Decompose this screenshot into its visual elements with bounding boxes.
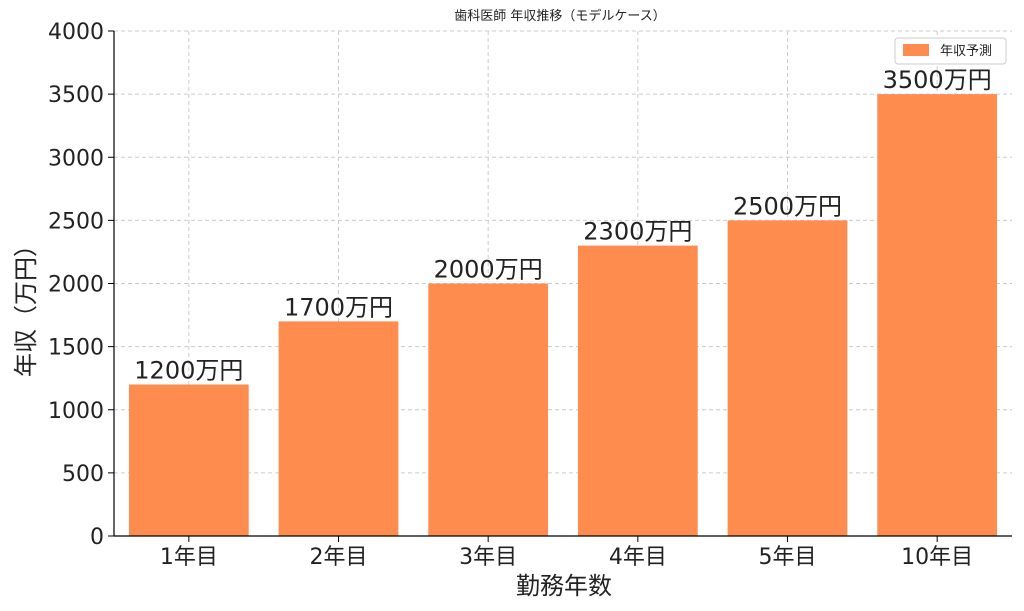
y-ticks: 0 500 1000 1500 2000 2500 3000 3500 4000 — [48, 20, 114, 550]
y-tick-label: 1500 — [48, 336, 104, 361]
bar — [877, 94, 998, 536]
bars — [128, 94, 998, 536]
bar — [577, 245, 698, 536]
data-label: 3500万円 — [883, 66, 992, 94]
x-axis-label: 勤務年数 — [516, 572, 612, 600]
y-tick-label: 2500 — [48, 209, 104, 234]
y-tick-label: 500 — [62, 462, 104, 487]
legend-label: 年収予測 — [940, 44, 992, 59]
bar — [278, 321, 399, 536]
y-axis-label: 年収（万円） — [12, 233, 40, 377]
y-tick-label: 3500 — [48, 83, 104, 108]
data-label: 1200万円 — [134, 357, 243, 385]
x-tick-label: 5年目 — [759, 545, 817, 570]
y-tick-label: 1000 — [48, 399, 104, 424]
legend-swatch — [903, 44, 929, 56]
y-tick-label: 4000 — [48, 20, 104, 45]
bar — [428, 283, 549, 536]
data-labels: 1200万円 1700万円 2000万円 2300万円 2500万円 3500万円 — [134, 66, 991, 384]
data-label: 1700万円 — [284, 293, 393, 321]
x-tick-label: 1年目 — [160, 545, 218, 570]
bar — [727, 220, 848, 536]
legend: 年収予測 — [894, 37, 1007, 65]
x-tick-label: 10年目 — [901, 545, 973, 570]
x-ticks: 1年目 2年目 3年目 4年目 5年目 10年目 — [160, 536, 973, 570]
x-tick-label: 2年目 — [310, 545, 368, 570]
bar — [128, 384, 249, 536]
data-label: 2000万円 — [434, 256, 543, 284]
y-tick-label: 0 — [90, 525, 104, 550]
chart-title: 歯科医師 年収推移（モデルケース） — [454, 8, 665, 24]
y-tick-label: 3000 — [48, 146, 104, 171]
data-label: 2300万円 — [583, 218, 692, 246]
x-tick-label: 3年目 — [459, 545, 517, 570]
y-tick-label: 2000 — [48, 273, 104, 298]
x-tick-label: 4年目 — [609, 545, 667, 570]
data-label: 2500万円 — [733, 192, 842, 220]
